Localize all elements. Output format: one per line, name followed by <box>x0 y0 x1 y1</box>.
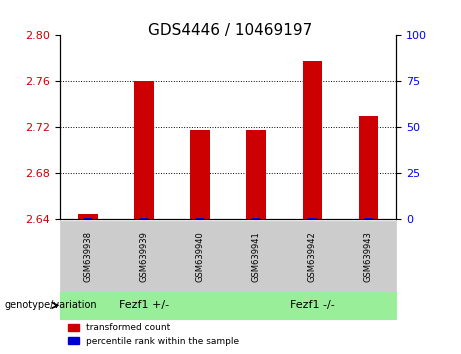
Bar <box>190 130 210 219</box>
Text: GDS4446 / 10469197: GDS4446 / 10469197 <box>148 23 313 38</box>
Bar <box>140 218 148 219</box>
Legend: transformed count, percentile rank within the sample: transformed count, percentile rank withi… <box>65 320 243 349</box>
Bar <box>78 214 98 219</box>
Text: GSM639938: GSM639938 <box>83 231 93 282</box>
Bar <box>84 218 92 219</box>
Text: GSM639940: GSM639940 <box>195 231 205 282</box>
Text: genotype/variation: genotype/variation <box>5 300 97 310</box>
Bar <box>196 218 204 219</box>
Bar <box>134 81 154 219</box>
Text: Fezf1 -/-: Fezf1 -/- <box>290 300 335 310</box>
Text: Fezf1 +/-: Fezf1 +/- <box>119 300 169 310</box>
Bar <box>308 218 317 219</box>
Bar <box>252 218 260 219</box>
Bar <box>359 116 378 219</box>
Text: GSM639942: GSM639942 <box>308 231 317 282</box>
Text: GSM639939: GSM639939 <box>140 231 148 282</box>
Bar <box>302 61 322 219</box>
Text: GSM639943: GSM639943 <box>364 231 373 282</box>
Text: GSM639941: GSM639941 <box>252 231 261 282</box>
Bar <box>364 218 372 219</box>
Bar <box>247 130 266 219</box>
